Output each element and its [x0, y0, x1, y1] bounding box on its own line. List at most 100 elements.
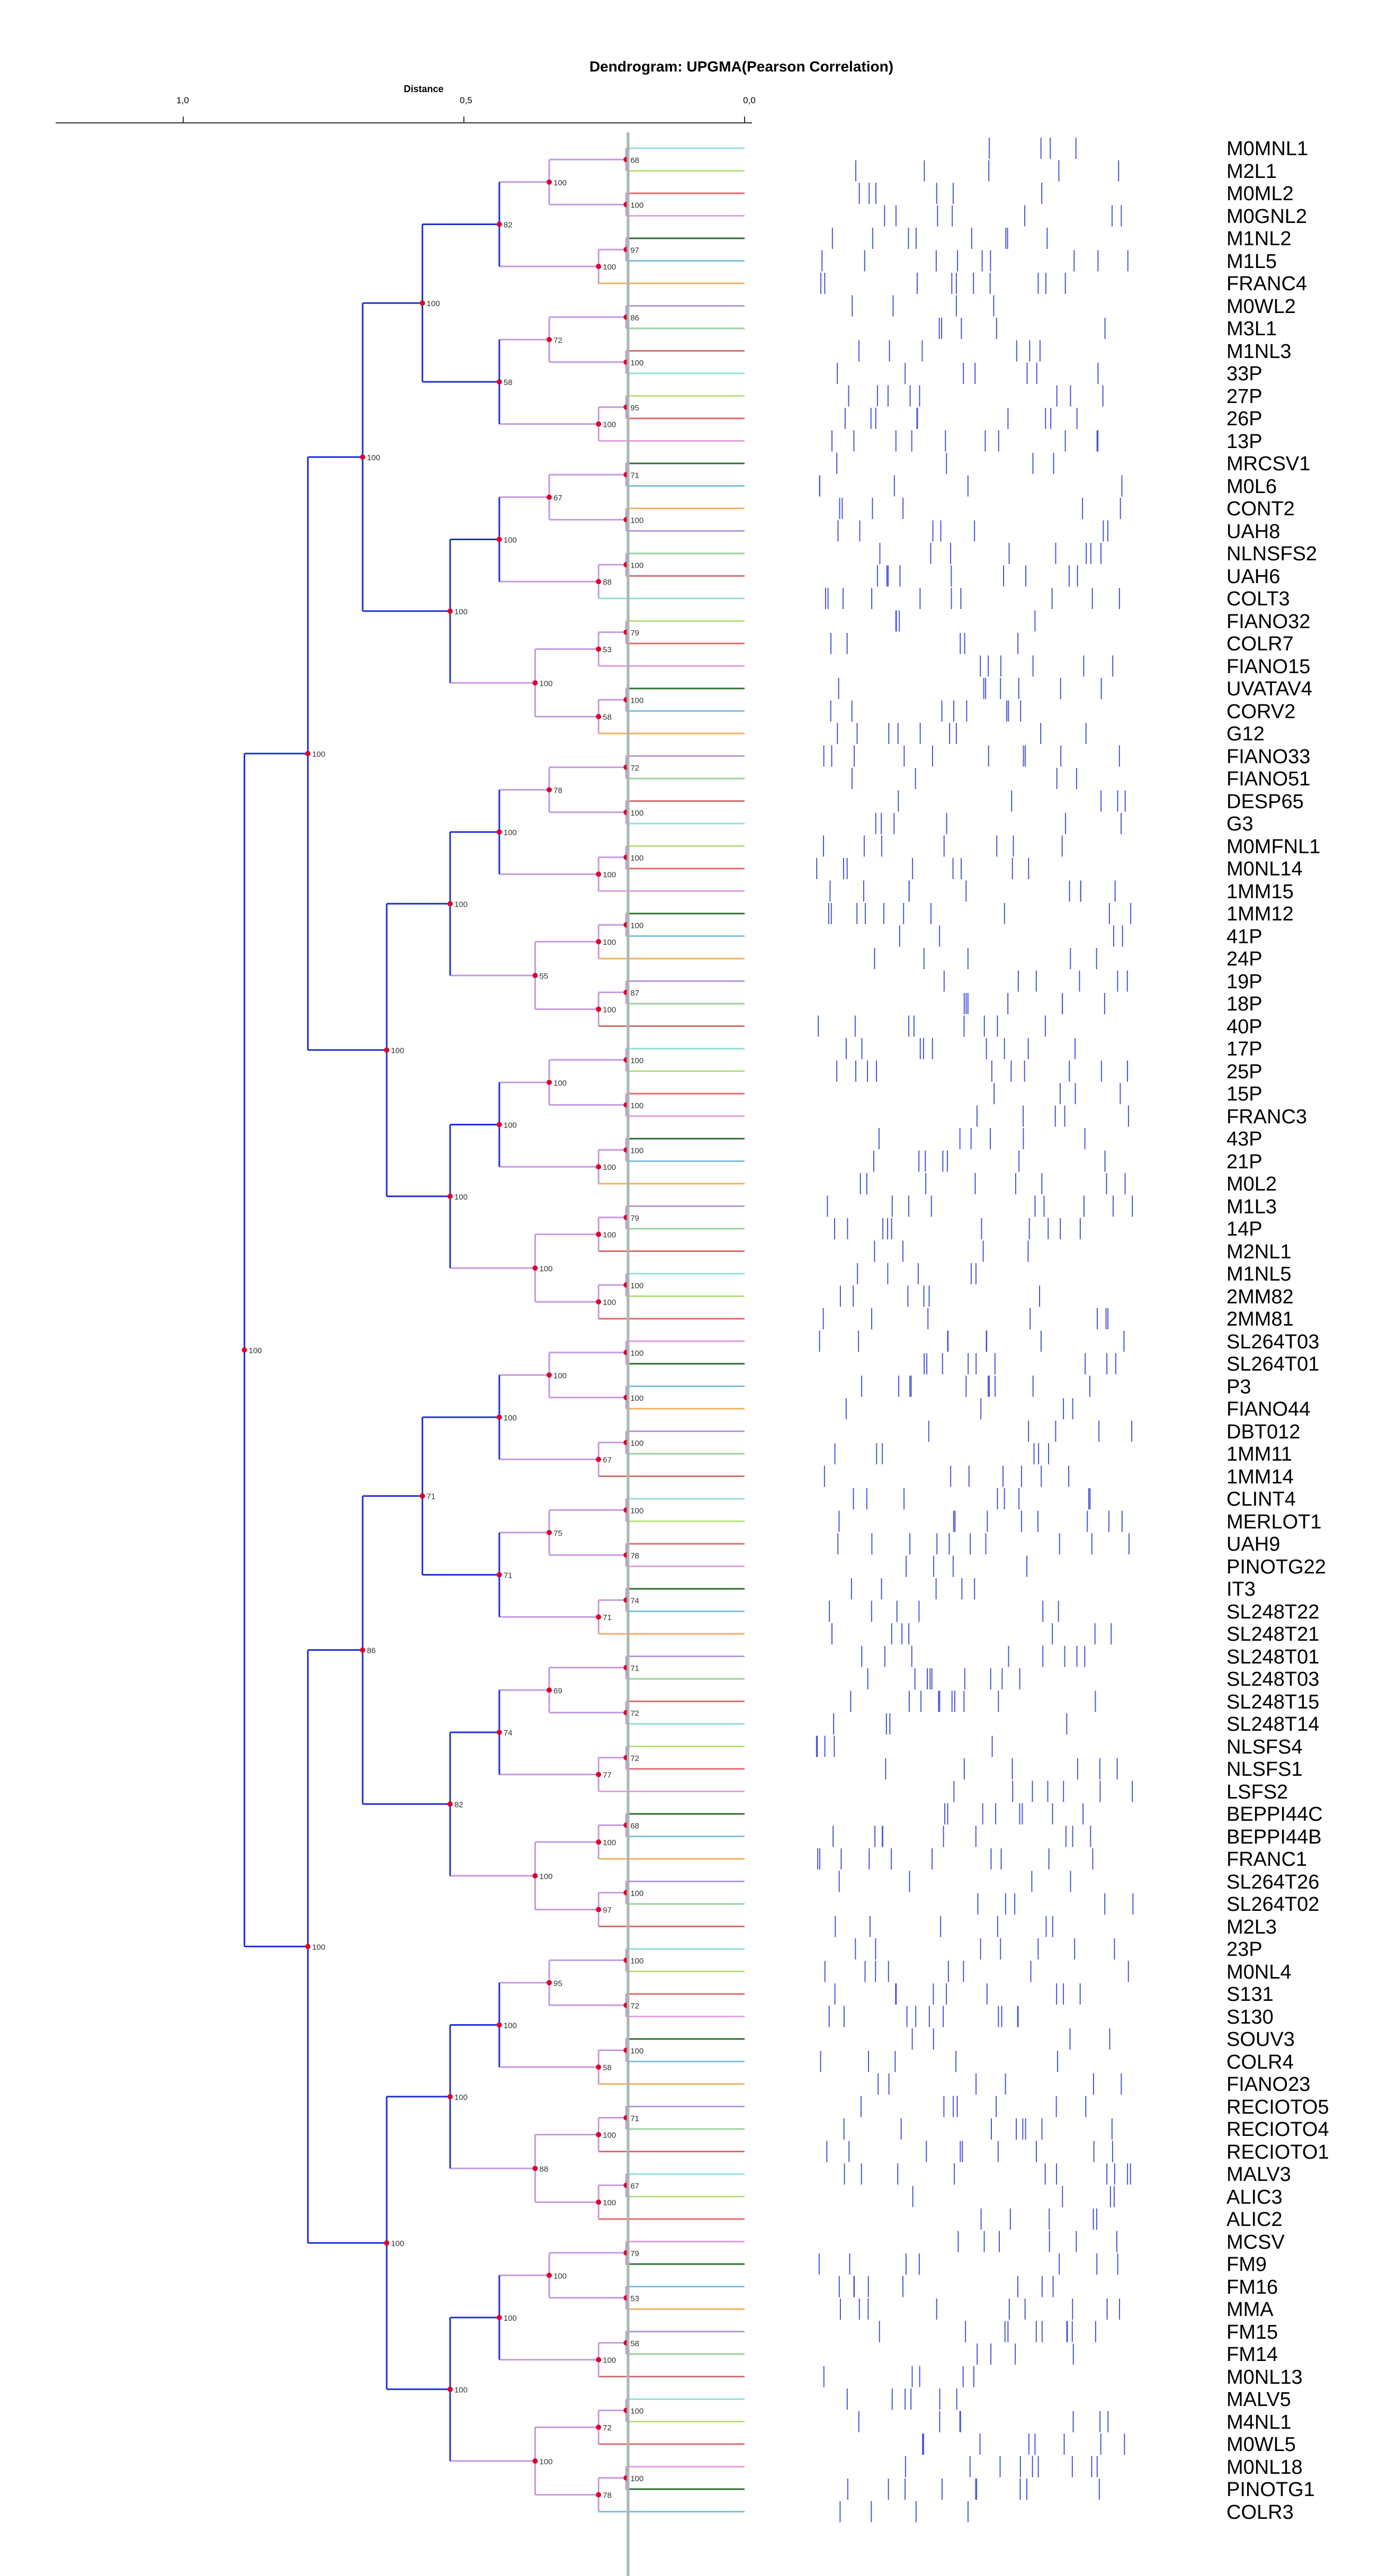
leaf-label: FM14: [1226, 2344, 1278, 2366]
leaf-label: CLINT4: [1226, 1488, 1296, 1510]
leaf-label: MMA: [1226, 2298, 1274, 2321]
bootstrap-label: 78: [630, 1551, 639, 1560]
leaf-label: DBT012: [1226, 1420, 1301, 1443]
leaf-label: MALV5: [1226, 2389, 1291, 2411]
leaf-label: 1MM15: [1226, 880, 1294, 903]
bootstrap-label: 100: [630, 1956, 643, 1965]
node-marker: [496, 379, 502, 384]
node-marker: [532, 972, 538, 978]
leaf-label: FIANO33: [1226, 745, 1311, 768]
leaf-label: SL264T03: [1226, 1330, 1320, 1353]
leaf-label: M1L5: [1226, 250, 1277, 273]
leaf-label: 1MM14: [1226, 1465, 1294, 1488]
bootstrap-label: 95: [630, 404, 639, 413]
leaf-label: PINOTG1: [1226, 2479, 1315, 2501]
bootstrap-label: 100: [603, 938, 616, 947]
bootstrap-label: 67: [630, 2181, 639, 2190]
leaf-label: LSFS2: [1226, 1781, 1288, 1803]
leaf-label: DESP65: [1226, 790, 1304, 813]
leaf-label: NLNSFS2: [1226, 543, 1318, 565]
leaf-label: 23P: [1226, 1938, 1262, 1961]
node-marker: [596, 579, 602, 585]
node-marker: [596, 2064, 602, 2070]
node-marker: [547, 1980, 552, 1985]
leaf-label: UAH8: [1226, 520, 1280, 543]
leaf-label: COLR3: [1226, 2501, 1294, 2524]
leaf-label: SL248T22: [1226, 1600, 1320, 1623]
bootstrap-label: 100: [603, 2198, 616, 2207]
leaf-label: FIANO44: [1226, 1398, 1311, 1420]
leaf-label: FIANO51: [1226, 768, 1311, 790]
bootstrap-label: 100: [312, 750, 325, 759]
bootstrap-label: 100: [630, 1101, 643, 1110]
bootstrap-label: 87: [630, 989, 639, 998]
node-marker: [532, 2458, 538, 2464]
leaf-label: M0NL18: [1226, 2456, 1303, 2479]
leaf-label: 17P: [1226, 1038, 1262, 1060]
bootstrap-label: 100: [539, 1872, 552, 1881]
leaf-label: G3: [1226, 813, 1253, 835]
leaf-label: COLR7: [1226, 633, 1294, 655]
leaf-label: M0L6: [1226, 475, 1277, 498]
leaf-label: SL248T15: [1226, 1690, 1320, 1713]
leaf-label: SL248T01: [1226, 1645, 1320, 1668]
bootstrap-label: 100: [630, 696, 643, 705]
bootstrap-label: 77: [603, 1771, 612, 1780]
node-marker: [532, 1265, 538, 1271]
leaf-label: ALIC3: [1226, 2186, 1283, 2208]
axis-label: Distance: [404, 84, 444, 94]
bootstrap-label: 53: [603, 646, 612, 655]
node-marker: [596, 2425, 602, 2430]
bootstrap-label: 100: [630, 2046, 643, 2055]
node-marker: [384, 1047, 390, 1053]
node-marker: [496, 1729, 502, 1735]
leaf-label: COLR4: [1226, 2051, 1294, 2073]
leaf-label: M3L1: [1226, 318, 1277, 340]
bootstrap-label: 100: [553, 1371, 567, 1380]
node-marker: [419, 1493, 425, 1499]
node-marker: [596, 1614, 602, 1620]
node-marker: [547, 337, 552, 343]
bootstrap-label: 74: [630, 1596, 639, 1605]
bootstrap-label: 100: [630, 2474, 643, 2483]
bootstrap-label: 100: [603, 1163, 616, 1172]
leaf-label: 1MM12: [1226, 903, 1294, 925]
leaf-label: M0MNL1: [1226, 138, 1309, 160]
bootstrap-label: 100: [427, 299, 440, 308]
bootstrap-label: 67: [603, 1456, 612, 1465]
leaf-label: SL248T21: [1226, 1623, 1320, 1645]
leaf-label: 33P: [1226, 363, 1262, 385]
node-marker: [596, 1164, 602, 1170]
node-marker: [596, 1907, 602, 1912]
leaf-label: UVATAV4: [1226, 678, 1312, 700]
node-marker: [241, 1347, 247, 1353]
node-marker: [496, 1122, 502, 1128]
leaf-label: M0WL2: [1226, 295, 1296, 318]
bootstrap-label: 100: [539, 2457, 552, 2466]
bootstrap-label: 100: [630, 561, 643, 570]
node-marker: [547, 179, 552, 185]
node-marker: [596, 264, 602, 270]
bootstrap-label: 100: [504, 2021, 517, 2030]
bootstrap-label: 97: [603, 1906, 612, 1915]
leaf-label: MCSV: [1226, 2231, 1285, 2253]
node-marker: [547, 1529, 552, 1535]
node-marker: [360, 454, 365, 460]
bootstrap-label: 100: [454, 1193, 468, 1202]
bootstrap-label: 100: [454, 607, 468, 616]
node-marker: [547, 787, 552, 793]
leaf-label: M0WL5: [1226, 2434, 1296, 2456]
bootstrap-label: 68: [630, 1821, 639, 1830]
bootstrap-label: 79: [630, 2249, 639, 2258]
leaf-label: 2MM82: [1226, 1285, 1294, 1308]
leaf-label: ALIC2: [1226, 2208, 1283, 2231]
node-marker: [547, 1372, 552, 1378]
leaf-label: M2L3: [1226, 1916, 1277, 1938]
bootstrap-label: 100: [391, 2239, 404, 2248]
leaf-label: FRANC3: [1226, 1105, 1308, 1128]
leaf-label: MALV3: [1226, 2163, 1291, 2186]
bootstrap-label: 71: [603, 1613, 612, 1622]
leaf-label: FM16: [1226, 2276, 1278, 2298]
leaf-label: UAH9: [1226, 1533, 1280, 1555]
bootstrap-label: 100: [553, 2271, 567, 2280]
